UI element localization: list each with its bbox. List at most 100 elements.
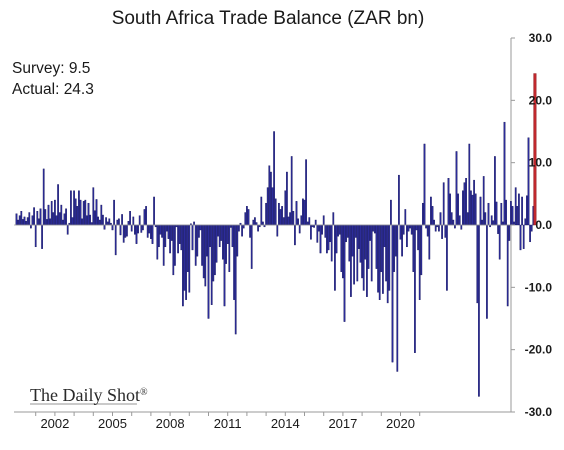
bar: [474, 193, 477, 226]
bar: [420, 224, 423, 276]
bar: [497, 224, 499, 234]
bar: [23, 216, 26, 226]
bar: [530, 224, 533, 232]
bar: [481, 219, 483, 226]
bar: [284, 190, 287, 226]
bar: [410, 224, 413, 235]
bar: [297, 218, 299, 226]
bar: [210, 224, 213, 305]
bar: [401, 224, 403, 257]
bar: [82, 201, 85, 226]
bar: [414, 224, 416, 353]
chart-title: South Africa Trade Balance (ZAR bn): [112, 8, 425, 29]
bar: [98, 219, 101, 226]
bar: [209, 224, 211, 248]
bar: [465, 178, 467, 226]
bar: [233, 224, 235, 301]
bar: [337, 224, 339, 237]
bar: [89, 214, 91, 226]
bar: [92, 187, 95, 226]
bar: [58, 212, 61, 226]
bar: [22, 219, 24, 226]
bar: [290, 156, 293, 226]
bar: [254, 217, 256, 226]
bar: [156, 224, 159, 260]
bar: [252, 219, 255, 226]
bar: [52, 212, 55, 226]
bar: [318, 224, 320, 232]
bar: [438, 224, 440, 232]
bar: [498, 224, 501, 260]
bar: [222, 224, 224, 260]
bar: [159, 224, 162, 235]
bar: [332, 212, 335, 226]
y-tick-label: 10.0: [529, 156, 553, 170]
bar: [202, 224, 205, 279]
bar: [404, 209, 407, 226]
bar: [398, 174, 400, 226]
bar: [215, 224, 218, 263]
bar: [268, 165, 271, 226]
bar: [118, 218, 120, 226]
bar: [526, 195, 528, 226]
bar: [71, 217, 74, 226]
bar: [130, 224, 133, 232]
bar: [374, 224, 376, 234]
bar: [279, 209, 282, 226]
bar: [351, 224, 354, 257]
bar: [466, 212, 469, 226]
y-tick-label: -10.0: [525, 280, 553, 294]
bar: [495, 201, 498, 226]
bar: [124, 224, 127, 238]
bar: [50, 201, 53, 226]
bar: [353, 224, 355, 285]
bar: [468, 143, 471, 226]
bar: [180, 224, 183, 251]
bar: [191, 224, 194, 251]
bar: [199, 224, 202, 231]
bar: [36, 211, 39, 226]
bar: [428, 224, 431, 260]
bar: [422, 202, 424, 226]
bar: [396, 224, 399, 372]
bar: [529, 224, 531, 243]
y-tick-label: 30.0: [529, 31, 553, 45]
bar: [511, 206, 514, 226]
bar: [42, 168, 45, 226]
bar: [426, 224, 429, 237]
bar: [134, 224, 136, 235]
x-tick-label: 2011: [214, 416, 242, 431]
x-tick-label: 2017: [328, 416, 357, 431]
bar: [460, 224, 463, 230]
bar: [382, 224, 384, 294]
bar: [386, 224, 389, 304]
bar: [417, 224, 419, 251]
bar: [354, 224, 357, 238]
bar: [106, 221, 109, 226]
bar: [446, 224, 448, 291]
survey-annotation: Survey: 9.5: [12, 60, 90, 77]
bar: [62, 219, 64, 226]
bar: [377, 224, 379, 293]
bar: [314, 219, 317, 226]
bar: [340, 224, 343, 272]
bar: [457, 193, 459, 226]
bar: [270, 171, 272, 226]
bar: [450, 212, 453, 226]
x-tick-label: 2005: [98, 416, 127, 431]
bar: [361, 224, 363, 279]
bar: [178, 224, 181, 244]
bar: [151, 224, 154, 244]
bar: [114, 224, 117, 256]
bar: [119, 224, 122, 236]
bar: [391, 224, 394, 363]
bar: [463, 182, 466, 226]
bar: [433, 219, 435, 226]
bar: [359, 224, 362, 263]
bar: [330, 224, 333, 262]
bar: [294, 224, 296, 246]
bar: [113, 199, 115, 226]
bar: [193, 221, 195, 226]
bar: [327, 224, 330, 251]
bar: [452, 219, 455, 226]
